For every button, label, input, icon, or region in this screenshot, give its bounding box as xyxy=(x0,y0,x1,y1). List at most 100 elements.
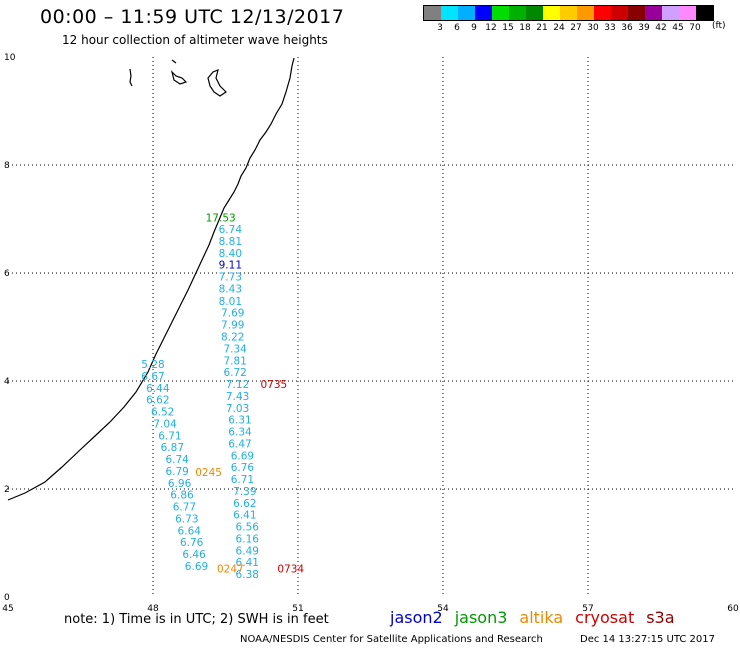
legend-label: 6 xyxy=(454,23,460,33)
y-tick-label: 4 xyxy=(4,377,10,387)
legend-label: 30 xyxy=(587,23,599,33)
legend-swatch xyxy=(628,6,645,20)
legend-label: 24 xyxy=(553,23,565,33)
legend-swatch xyxy=(662,6,679,20)
legend-labels: 3 6 9 12 15 18 21 24 27 30 33 36 39 42 45 70 xyxy=(423,23,714,35)
island-2 xyxy=(170,70,188,85)
coastline xyxy=(7,57,295,501)
wave-height-value: 6.44 xyxy=(146,383,170,395)
wave-height-value: 7.81 xyxy=(223,355,246,367)
satellite-legend-jason2: jason2 xyxy=(390,608,443,627)
legend-unit: (ft) xyxy=(712,21,726,31)
wave-height-value: 6.71 xyxy=(158,430,181,442)
legend-label: 39 xyxy=(638,23,650,33)
legend-swatch xyxy=(543,6,560,20)
wave-height-value: 6.77 xyxy=(173,502,196,514)
legend-swatch xyxy=(509,6,526,20)
y-tick-label: 2 xyxy=(4,485,10,495)
wave-height-observations: 17.536.748.818.409.117.738.438.017.697.9… xyxy=(141,213,259,581)
wave-height-value: 6.72 xyxy=(223,367,246,379)
island-1 xyxy=(129,68,133,87)
wave-height-value: 6.47 xyxy=(228,438,251,450)
x-tick-label: 60 xyxy=(727,604,739,614)
wave-height-value: 6.56 xyxy=(236,522,260,534)
satellite-legend-cryosat: cryosat xyxy=(575,608,635,627)
pass-time-label: 0247 xyxy=(217,564,244,576)
legend-swatch xyxy=(577,6,594,20)
wave-height-value: 8.40 xyxy=(219,248,242,260)
satellite-legend-s3a: s3a xyxy=(646,608,675,627)
legend-label: 12 xyxy=(485,23,497,33)
wave-height-value: 6.16 xyxy=(236,533,260,545)
legend-swatch xyxy=(492,6,509,20)
x-tick-label: 45 xyxy=(2,604,13,614)
legend-swatch xyxy=(696,6,713,20)
map-grid xyxy=(8,57,733,597)
page-title: 00:00 – 11:59 UTC 12/13/2017 xyxy=(40,6,345,28)
legend-label: 33 xyxy=(604,23,616,33)
legend-label: 27 xyxy=(570,23,582,33)
wave-height-value: 7.39 xyxy=(233,486,256,498)
wave-height-value: 6.49 xyxy=(236,545,259,557)
legend-swatch xyxy=(594,6,611,20)
x-tick-label: 54 xyxy=(437,604,449,614)
color-scale-legend: 3 6 9 12 15 18 21 24 27 30 33 36 39 42 45 70 xyxy=(423,5,714,35)
legend-swatch xyxy=(424,6,441,20)
footer-credit: NOAA/NESDIS Center for Satellite Applica… xyxy=(240,634,543,645)
wave-height-value: 6.41 xyxy=(233,510,256,522)
wave-height-value: 17.53 xyxy=(206,213,236,225)
wave-height-value: 6.62 xyxy=(233,498,256,510)
wave-height-value: 6.86 xyxy=(170,490,194,502)
wave-height-value: 6.76 xyxy=(180,537,204,549)
legend-label: 70 xyxy=(689,23,701,33)
pass-time-label: 0245 xyxy=(195,467,222,479)
wave-height-value: 6.46 xyxy=(182,549,206,561)
wave-height-value: 7.03 xyxy=(226,403,249,415)
y-tick-label: 0 xyxy=(4,593,10,603)
wave-height-value: 6.69 xyxy=(185,561,208,573)
legend-swatch xyxy=(679,6,696,20)
satellite-legend-altika: altika xyxy=(519,608,564,627)
footer-note: note: 1) Time is in UTC; 2) SWH is in fe… xyxy=(64,612,329,627)
wave-height-value: 8.01 xyxy=(219,296,242,308)
wave-height-value: 7.04 xyxy=(153,418,177,430)
legend-swatches xyxy=(423,5,714,21)
wave-height-value: 6.96 xyxy=(168,478,192,490)
legend-label: 21 xyxy=(536,23,548,33)
wave-height-value: 6.41 xyxy=(236,557,259,569)
wave-height-value: 6.73 xyxy=(175,513,198,525)
satellite-legend: jason2 jason3 altika cryosat s3a xyxy=(390,608,687,627)
y-tick-label: 6 xyxy=(4,269,10,279)
y-tick-label: 10 xyxy=(4,53,16,63)
island-4 xyxy=(171,59,177,64)
wave-height-value: 7.99 xyxy=(221,320,244,332)
legend-label: 9 xyxy=(471,23,477,33)
legend-label: 15 xyxy=(502,23,514,33)
legend-swatch xyxy=(441,6,458,20)
wave-height-value: 7.69 xyxy=(221,308,244,320)
legend-swatch xyxy=(526,6,543,20)
wave-height-value: 6.76 xyxy=(231,462,255,474)
legend-label: 36 xyxy=(621,23,633,33)
coastline-path xyxy=(7,57,295,501)
wave-height-value: 6.34 xyxy=(228,427,252,439)
page-subtitle: 12 hour collection of altimeter wave hei… xyxy=(62,33,328,47)
wave-height-value: 5.28 xyxy=(141,359,164,371)
wave-height-value: 6.31 xyxy=(228,415,251,427)
wave-height-value: 8.43 xyxy=(219,283,242,295)
x-tick-label: 51 xyxy=(292,604,303,614)
footer-timestamp: Dec 14 13:27:15 UTC 2017 xyxy=(580,634,715,645)
wave-height-value: 7.43 xyxy=(226,391,249,403)
pass-time-labels: 0735 0245 0247 0734 xyxy=(195,379,304,576)
wave-height-value: 6.38 xyxy=(236,569,259,581)
axis-labels: 45 48 51 54 57 60 0 2 4 6 8 10 xyxy=(2,53,739,614)
wave-height-value: 6.62 xyxy=(146,395,169,407)
y-tick-label: 8 xyxy=(4,161,10,171)
wave-height-value: 7.12 xyxy=(226,379,249,391)
legend-swatch xyxy=(611,6,628,20)
wave-height-value: 6.74 xyxy=(219,224,243,236)
legend-swatch xyxy=(475,6,492,20)
wave-height-value: 6.67 xyxy=(141,371,164,383)
wave-height-value: 7.73 xyxy=(219,272,242,284)
wave-height-value: 6.87 xyxy=(161,442,184,454)
